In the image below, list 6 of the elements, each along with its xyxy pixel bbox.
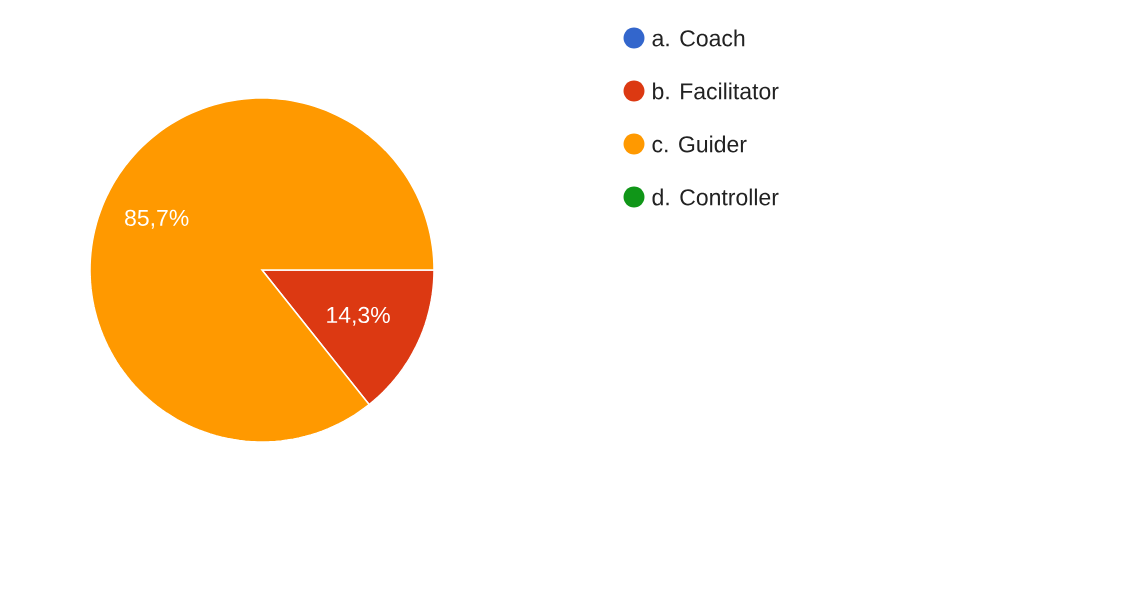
legend-label: d. Controller	[652, 188, 779, 206]
legend-label: a. Coach	[652, 29, 745, 47]
data-label: 14,3%	[327, 306, 390, 326]
data-label: 85,7%	[125, 209, 189, 229]
legend-label: c. Guider	[652, 135, 747, 153]
legend-label: b. Facilitator	[653, 82, 779, 100]
